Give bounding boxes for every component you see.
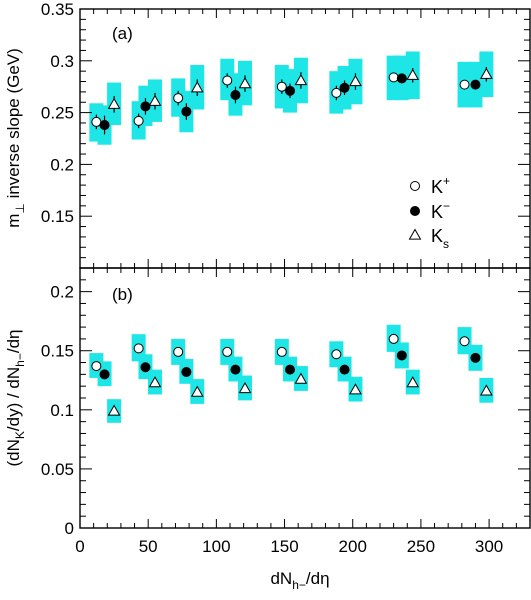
panel-a-point-k-s-6 bbox=[349, 75, 362, 87]
panel-a-y-axis-title: m⊥ inverse slope (GeV) bbox=[4, 48, 27, 228]
panel-b-point-k-s-7 bbox=[406, 376, 420, 388]
panel-a-point-k-s-4 bbox=[238, 77, 252, 89]
panel-a-point-k-plus-6 bbox=[331, 87, 342, 98]
panel-a-point-k-minus-3 bbox=[181, 106, 192, 117]
panel-b-point-k-plus-8 bbox=[459, 336, 470, 347]
panel-a: 0.15 0.2 0.25 0.3 0.35 (a) m⊥ inverse slope … bbox=[4, 0, 531, 269]
panel-b-frame bbox=[79, 267, 531, 529]
panel-a-y-tick-label: 0.15 bbox=[41, 207, 74, 226]
panel-b-ticks: 0 50 100 150 200 250 300 0 0.05 0.1 0.15 0.2 bbox=[41, 267, 531, 556]
legend-marker-k-s bbox=[408, 228, 422, 240]
panel-b-point-k-plus-2 bbox=[133, 343, 144, 354]
panel-b-point-k-minus-6 bbox=[339, 364, 350, 375]
panel-b-point-k-minus-2 bbox=[140, 362, 151, 373]
legend: K+ K− Ks bbox=[408, 174, 450, 251]
panel-a-y-axis-title-sub: ⊥ bbox=[13, 203, 27, 213]
panel-a-point-k-s-2 bbox=[148, 94, 162, 106]
panel-a-point-k-plus-8 bbox=[459, 79, 470, 90]
legend-label-k-minus: K− bbox=[431, 199, 450, 222]
panel-b-point-k-minus-3 bbox=[181, 367, 192, 377]
x-tick-label-200: 200 bbox=[339, 537, 367, 556]
panel-b-point-k-s-1 bbox=[107, 404, 121, 416]
legend-marker-k-minus bbox=[410, 206, 420, 216]
panel-a-point-k-s-3 bbox=[190, 81, 204, 93]
panel-a-point-k-plus-1 bbox=[91, 116, 102, 127]
panel-a-systematic-bands bbox=[89, 51, 494, 145]
legend-markers bbox=[408, 181, 422, 240]
panel-a-y-tick-label: 0.2 bbox=[50, 155, 74, 174]
panel-b-point-k-plus-4 bbox=[222, 346, 233, 357]
panel-a-point-k-minus-5 bbox=[285, 85, 295, 96]
panel-a-point-k-s-5 bbox=[294, 73, 308, 86]
panel-a-point-k-minus-4 bbox=[230, 89, 241, 100]
panel-a-point-k-minus-1 bbox=[99, 120, 110, 131]
legend-label-k-plus: K+ bbox=[431, 174, 450, 197]
legend-label-k-s: Ks bbox=[431, 226, 449, 251]
panel-a-point-k-plus-3 bbox=[173, 93, 184, 104]
panel-a-y-axis-title-m: m bbox=[4, 214, 23, 228]
panel-b-y-tick-label: 0.05 bbox=[41, 460, 74, 479]
x-tick-label-250: 250 bbox=[407, 537, 435, 556]
panel-a-point-k-plus-2 bbox=[133, 115, 144, 126]
x-tick-label-100: 100 bbox=[202, 537, 230, 556]
panel-b-point-k-s-4 bbox=[238, 382, 252, 394]
panel-a-point-k-s-7 bbox=[406, 68, 420, 80]
panel-a-ticks: 0.15 0.2 0.25 0.3 0.35 bbox=[41, 0, 531, 269]
panel-b: 0 50 100 150 200 250 300 0 0.05 0.1 0.15 0.2 (b) (d… bbox=[4, 267, 531, 592]
panel-b-y-tick-label: 0.15 bbox=[41, 342, 74, 361]
panel-b-y-tick-label: 0.2 bbox=[50, 283, 74, 302]
panel-a-point-k-s-8 bbox=[480, 67, 493, 79]
panel-b-y-tick-label: 0.1 bbox=[50, 401, 74, 420]
panel-b-y-axis-title: (dNK/dy) / dNh−/dη bbox=[4, 330, 27, 467]
panel-a-point-k-minus-2 bbox=[140, 101, 151, 112]
legend-marker-k-plus bbox=[410, 181, 420, 191]
panel-b-data-points bbox=[91, 333, 493, 416]
panel-b-point-k-plus-5 bbox=[276, 346, 287, 357]
panel-a-point-k-plus-4 bbox=[222, 75, 233, 86]
panel-a-point-k-plus-7 bbox=[388, 72, 399, 83]
panel-b-point-k-minus-1 bbox=[99, 369, 110, 380]
panel-a-point-k-s-1 bbox=[107, 97, 121, 109]
x-tick-label-0: 0 bbox=[75, 537, 84, 556]
panel-b-point-k-s-8 bbox=[480, 384, 493, 396]
panel-b-y-tick-label: 0 bbox=[65, 519, 74, 538]
panel-b-point-k-s-3 bbox=[190, 385, 204, 397]
panel-a-point-k-minus-6 bbox=[339, 82, 350, 93]
panel-b-point-k-s-5 bbox=[294, 372, 308, 384]
panel-b-label: (b) bbox=[112, 285, 133, 304]
panel-b-point-k-minus-8 bbox=[470, 352, 481, 363]
panel-b-point-k-plus-1 bbox=[91, 361, 102, 372]
panel-b-point-k-minus-4 bbox=[230, 364, 241, 375]
panel-b-point-k-s-6 bbox=[349, 383, 362, 395]
panel-a-frame bbox=[79, 8, 531, 269]
x-tick-label-50: 50 bbox=[139, 537, 158, 556]
panel-b-point-k-plus-6 bbox=[331, 349, 342, 360]
panel-a-y-axis-title-rest: inverse slope (GeV) bbox=[4, 48, 23, 203]
panel-a-label: (a) bbox=[112, 24, 133, 43]
panel-b-point-k-plus-3 bbox=[173, 346, 184, 357]
x-axis-title: dNh−/dη bbox=[270, 569, 329, 592]
panel-a-y-tick-label: 0.3 bbox=[50, 52, 74, 71]
panel-b-point-k-minus-7 bbox=[396, 350, 407, 361]
panel-a-point-k-plus-5 bbox=[276, 81, 287, 92]
panel-b-point-k-plus-7 bbox=[388, 333, 399, 344]
x-tick-label-300: 300 bbox=[475, 537, 503, 556]
panel-a-y-tick-label: 0.35 bbox=[41, 0, 74, 19]
panel-a-data-points bbox=[91, 67, 493, 135]
panel-a-point-k-minus-7 bbox=[396, 73, 407, 84]
panel-b-point-k-minus-5 bbox=[285, 364, 295, 375]
panel-a-point-k-minus-8 bbox=[470, 79, 481, 90]
x-tick-label-150: 150 bbox=[270, 537, 298, 556]
panel-b-point-k-s-2 bbox=[148, 376, 162, 388]
panel-a-y-tick-label: 0.25 bbox=[41, 104, 74, 123]
